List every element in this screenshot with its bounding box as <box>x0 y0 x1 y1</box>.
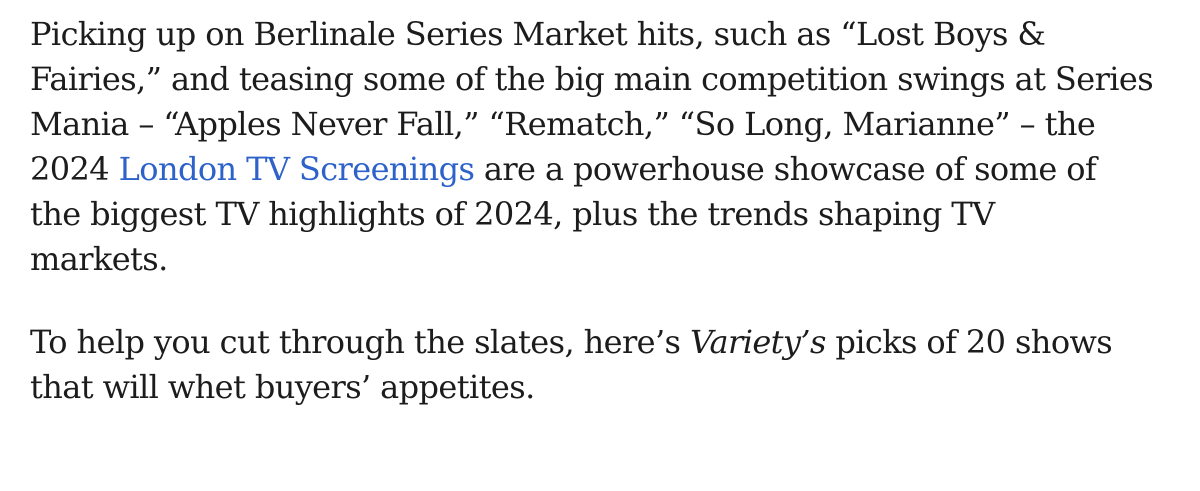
paragraph-picks: To help you cut through the slates, here… <box>30 320 1180 410</box>
article-body: Picking up on Berlinale Series Market hi… <box>30 12 1180 410</box>
london-tv-screenings-link[interactable]: London TV Screenings <box>118 150 475 188</box>
paragraph-intro-line-5: the biggest TV highlights of 2024, plus … <box>30 195 995 233</box>
paragraph-intro-line-4-start: 2024 <box>30 150 119 188</box>
paragraph-picks-line-1-start: To help you cut through the slates, here… <box>30 323 690 361</box>
paragraph-intro-line-2: Fairies,” and teasing some of the big ma… <box>30 60 1154 98</box>
paragraph-intro-line-6: markets. <box>30 240 168 278</box>
paragraph-intro: Picking up on Berlinale Series Market hi… <box>30 12 1180 282</box>
paragraph-picks-line-1-end: picks of 20 shows <box>825 323 1113 361</box>
paragraph-intro-line-3: Mania – “Apples Never Fall,” “Rematch,” … <box>30 105 1096 143</box>
paragraph-intro-line-1: Picking up on Berlinale Series Market hi… <box>30 15 1046 53</box>
paragraph-picks-line-2: that will whet buyers’ appetites. <box>30 368 535 406</box>
variety-publication-name: Variety’s <box>689 323 826 361</box>
paragraph-intro-line-4-end: are a powerhouse showcase of some of <box>474 150 1097 188</box>
